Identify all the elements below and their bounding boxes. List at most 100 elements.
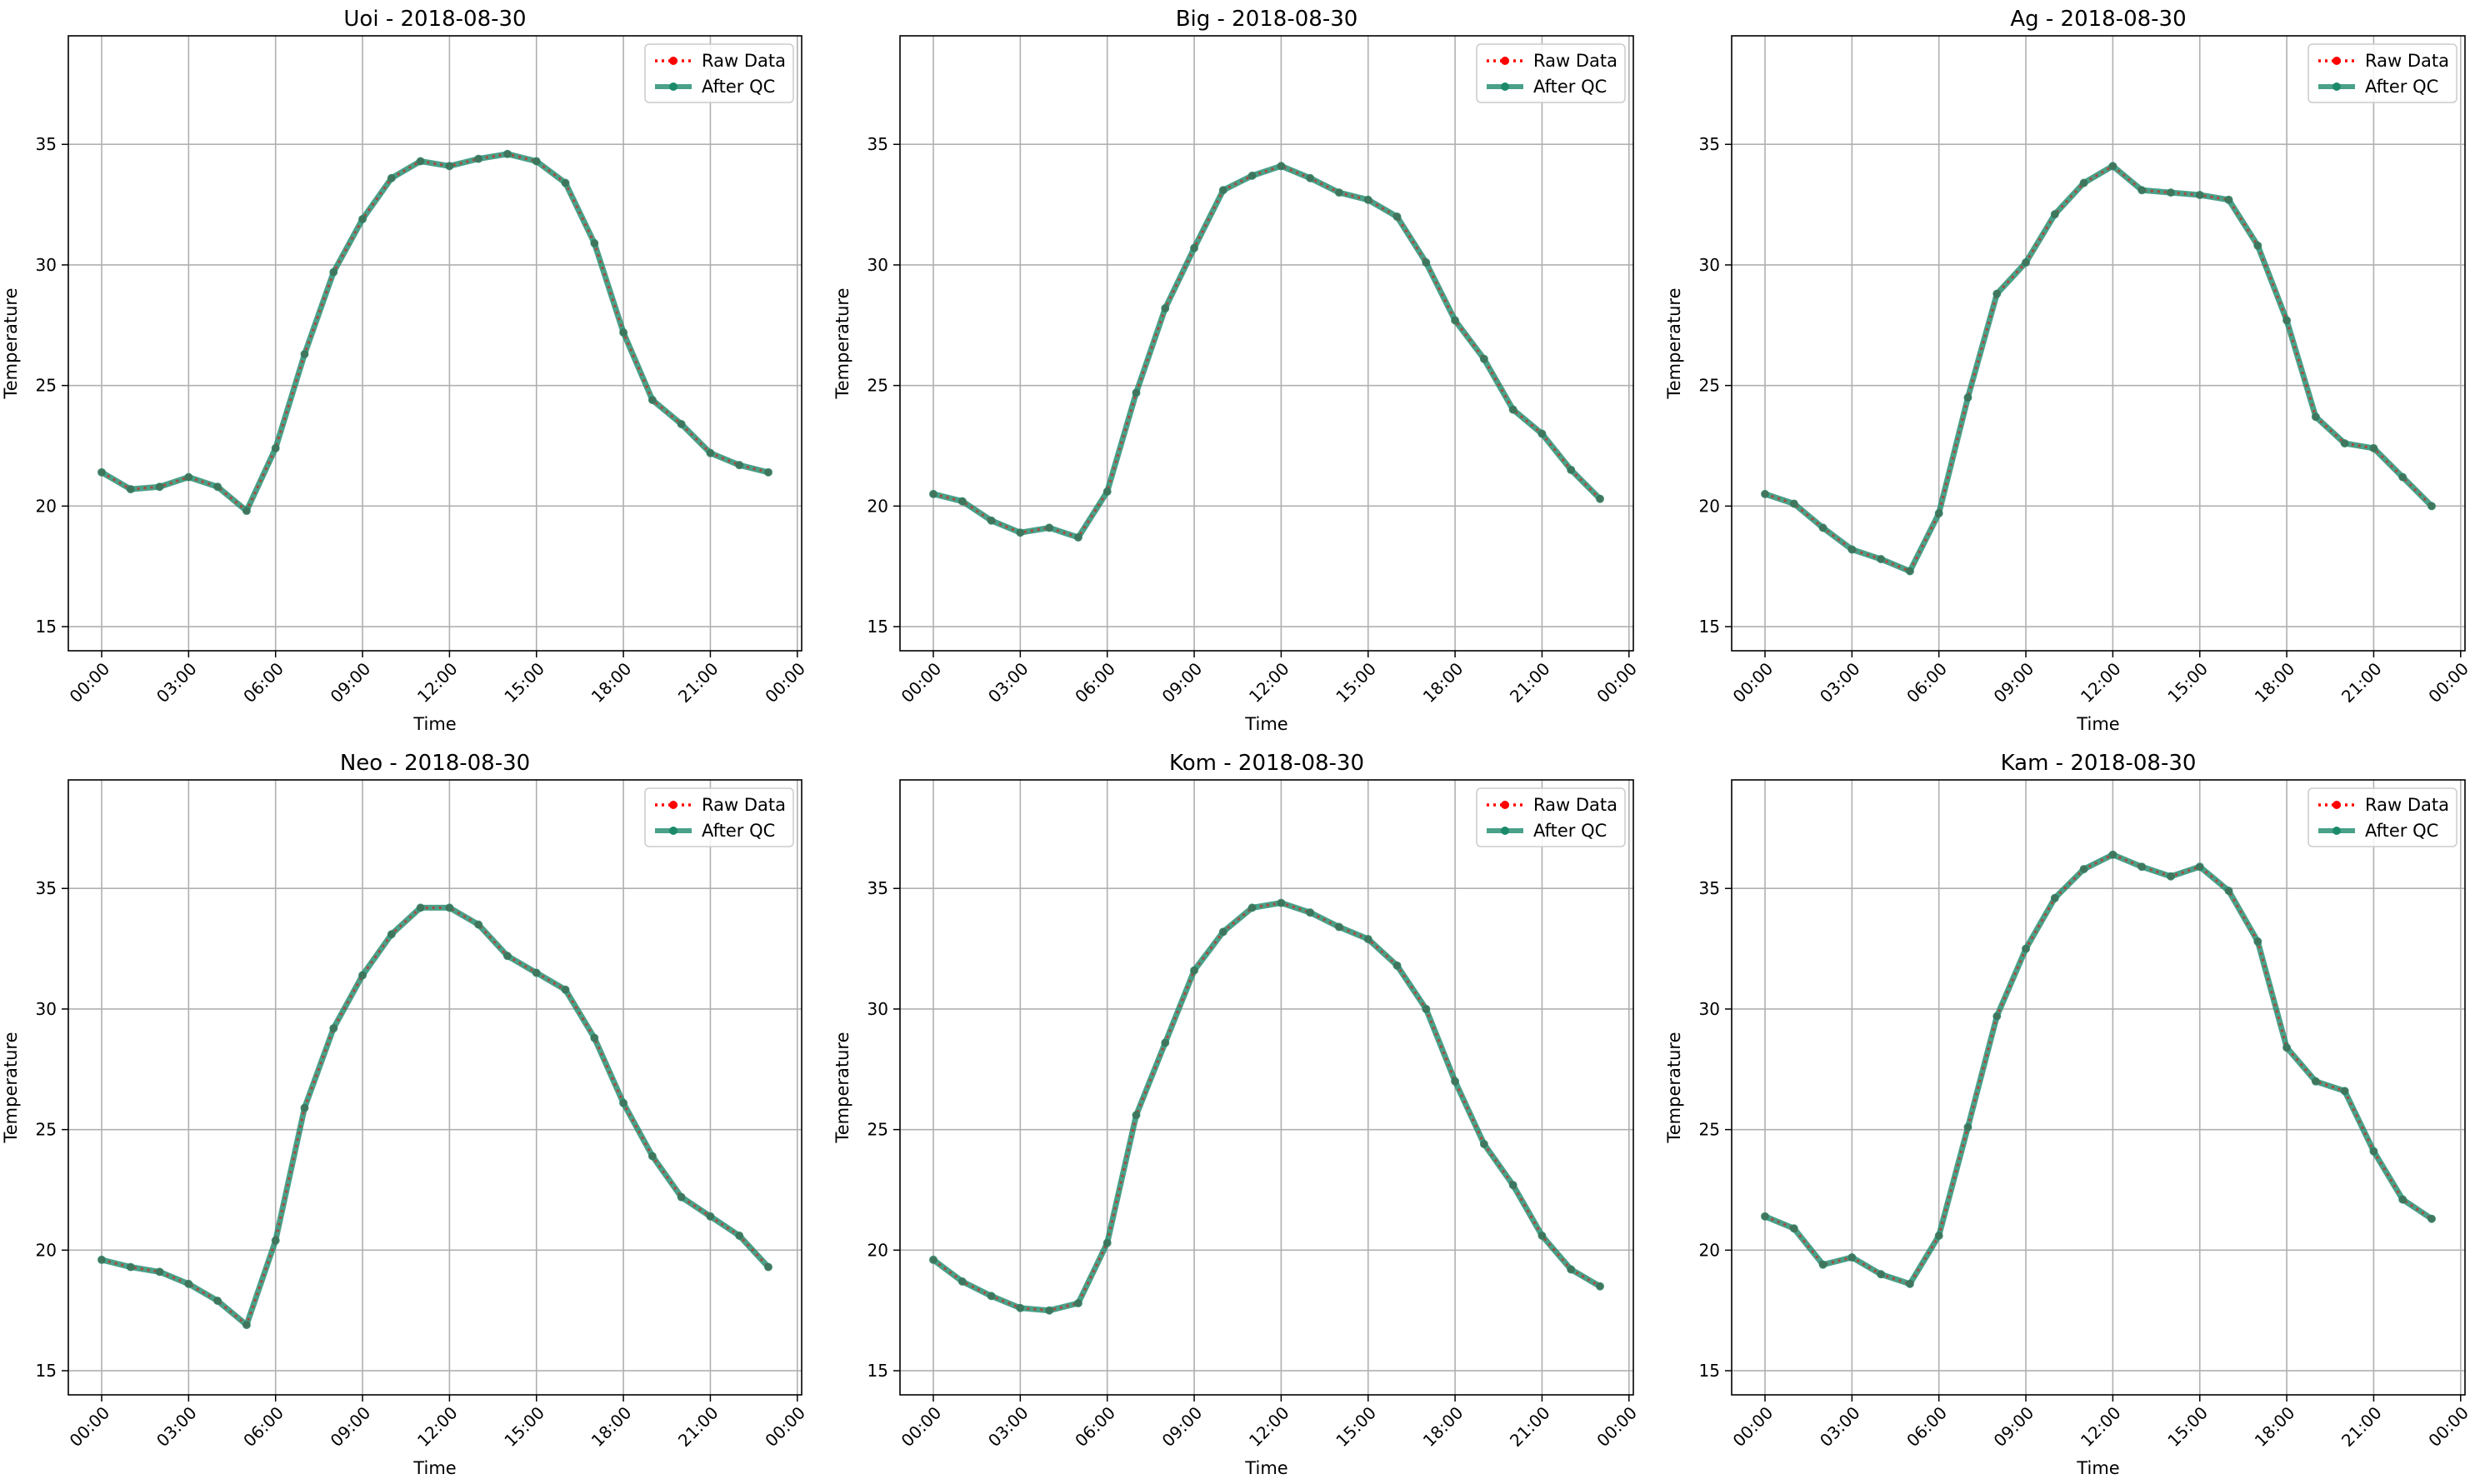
- legend-raw-marker: [1501, 801, 1509, 809]
- legend-qc-label: After QC: [2365, 77, 2438, 97]
- x-tick-label: 15:00: [500, 658, 548, 707]
- x-tick-label: 21:00: [2338, 658, 2386, 707]
- x-tick-label: 12:00: [413, 658, 462, 707]
- x-tick-label: 00:00: [1729, 658, 1778, 707]
- chart-panel: 00:00 03:00 06:00 09:00 12:00 15:00 18:00 21:00…: [832, 751, 1641, 1478]
- after-qc-point: [1934, 1231, 1943, 1240]
- after-qc-point: [213, 1297, 222, 1306]
- legend: Raw Data After QC: [644, 787, 794, 847]
- after-qc-point: [1538, 429, 1547, 438]
- legend-qc-label: After QC: [702, 77, 775, 97]
- plot-area: [900, 36, 1633, 651]
- chart-title: Neo - 2018-08-30: [340, 751, 530, 776]
- after-qc-point: [1963, 393, 1972, 402]
- after-qc-point: [561, 178, 570, 187]
- after-qc-point: [242, 1321, 251, 1330]
- after-qc-point: [987, 1292, 996, 1301]
- after-qc-point: [126, 1262, 135, 1272]
- after-qc-point: [1761, 1212, 1769, 1221]
- after-qc-point: [1248, 903, 1257, 912]
- raw-data-line: [1764, 164, 2433, 573]
- y-tick-label: 25: [36, 376, 57, 396]
- x-tick-label: 15:00: [1332, 1402, 1380, 1451]
- after-qc-point: [2311, 1077, 2320, 1086]
- after-qc-point: [677, 1192, 686, 1202]
- after-qc-point: [1848, 545, 1857, 554]
- x-axis-label: Time: [2076, 1458, 2119, 1478]
- x-tick-label: 21:00: [674, 1402, 722, 1451]
- after-qc-point: [2253, 241, 2262, 250]
- after-qc-point: [329, 1024, 338, 1033]
- after-qc-point: [590, 238, 599, 247]
- y-tick-label: 35: [1699, 134, 1720, 154]
- chart-title: Big - 2018-08-30: [1176, 7, 1358, 32]
- x-tick-label: 15:00: [1332, 658, 1380, 707]
- y-tick-label: 30: [868, 255, 888, 275]
- x-axis-label: Time: [412, 714, 456, 734]
- raw-data-line: [932, 902, 1601, 1312]
- chart-panel: 00:00 03:00 06:00 09:00 12:00 15:00 18:00 21:00…: [1664, 7, 2472, 734]
- x-tick-label: 18:00: [1419, 1402, 1468, 1451]
- after-qc-point: [2166, 872, 2175, 881]
- after-qc-point: [1789, 499, 1798, 508]
- legend-raw-marker: [669, 57, 678, 65]
- x-tick-label: 09:00: [327, 658, 375, 707]
- after-qc-point: [445, 903, 454, 912]
- y-tick-label: 15: [868, 1361, 888, 1381]
- after-qc-point: [2369, 1147, 2378, 1156]
- x-tick-label: 21:00: [1506, 1402, 1554, 1451]
- after-qc-point: [1905, 1279, 1914, 1288]
- x-tick-label: 06:00: [239, 658, 288, 707]
- after-qc-point: [271, 1236, 280, 1245]
- after-qc-point: [184, 1279, 193, 1288]
- after-qc-point: [1818, 523, 1828, 532]
- after-qc-point: [1992, 1012, 2002, 1021]
- after-qc-point: [1132, 388, 1141, 397]
- after-qc-point: [677, 419, 686, 428]
- x-tick-label: 03:00: [152, 1402, 201, 1451]
- after-qc-point: [1479, 354, 1488, 363]
- after-qc-point: [2108, 850, 2118, 859]
- x-tick-label: 03:00: [984, 1402, 1032, 1451]
- y-tick-label: 30: [868, 999, 888, 1019]
- plot-area: [68, 780, 802, 1395]
- after-qc-point: [735, 1231, 744, 1240]
- x-tick-label: 21:00: [2338, 1402, 2386, 1451]
- x-tick-label: 12:00: [1245, 1402, 1293, 1451]
- legend-raw-label: Raw Data: [1533, 795, 1618, 815]
- x-tick-label: 00:00: [1592, 658, 1641, 707]
- legend-raw-marker: [2332, 57, 2341, 65]
- y-axis-label: Temperature: [1664, 1032, 1684, 1143]
- after-qc-point: [1363, 195, 1372, 204]
- x-tick-label: 06:00: [1902, 658, 1951, 707]
- legend-qc-marker: [2332, 82, 2341, 91]
- after-qc-point: [358, 971, 368, 980]
- y-tick-label: 30: [36, 255, 57, 275]
- after-qc-point: [1016, 528, 1025, 537]
- after-qc-point: [2369, 443, 2378, 452]
- after-qc-point: [2108, 162, 2118, 171]
- y-tick-label: 20: [1699, 496, 1720, 516]
- legend-qc-label: After QC: [1533, 821, 1607, 841]
- x-tick-label: 12:00: [2077, 1402, 2125, 1451]
- after-qc-point: [958, 1277, 967, 1286]
- after-qc-point: [2195, 862, 2204, 872]
- legend-qc-marker: [669, 82, 678, 91]
- after-qc-point: [706, 1212, 715, 1221]
- after-qc-point: [300, 350, 309, 359]
- axes-frame: [1731, 35, 2466, 652]
- y-tick-label: 35: [868, 878, 888, 898]
- after-qc-point: [387, 930, 396, 939]
- after-qc-point: [1218, 927, 1228, 937]
- after-qc-point: [1363, 935, 1372, 944]
- after-qc-point: [1848, 1253, 1857, 1262]
- x-tick-label: 00:00: [761, 1402, 809, 1451]
- after-qc-point: [2138, 862, 2147, 872]
- y-tick-label: 25: [868, 376, 888, 396]
- y-tick-label: 15: [1699, 1361, 1720, 1381]
- after-qc-point: [1508, 1181, 1518, 1190]
- after-qc-point: [1422, 1004, 1431, 1013]
- x-tick-label: 00:00: [2424, 1402, 2472, 1451]
- axes-frame: [68, 779, 802, 1396]
- after-qc-point: [1761, 489, 1769, 498]
